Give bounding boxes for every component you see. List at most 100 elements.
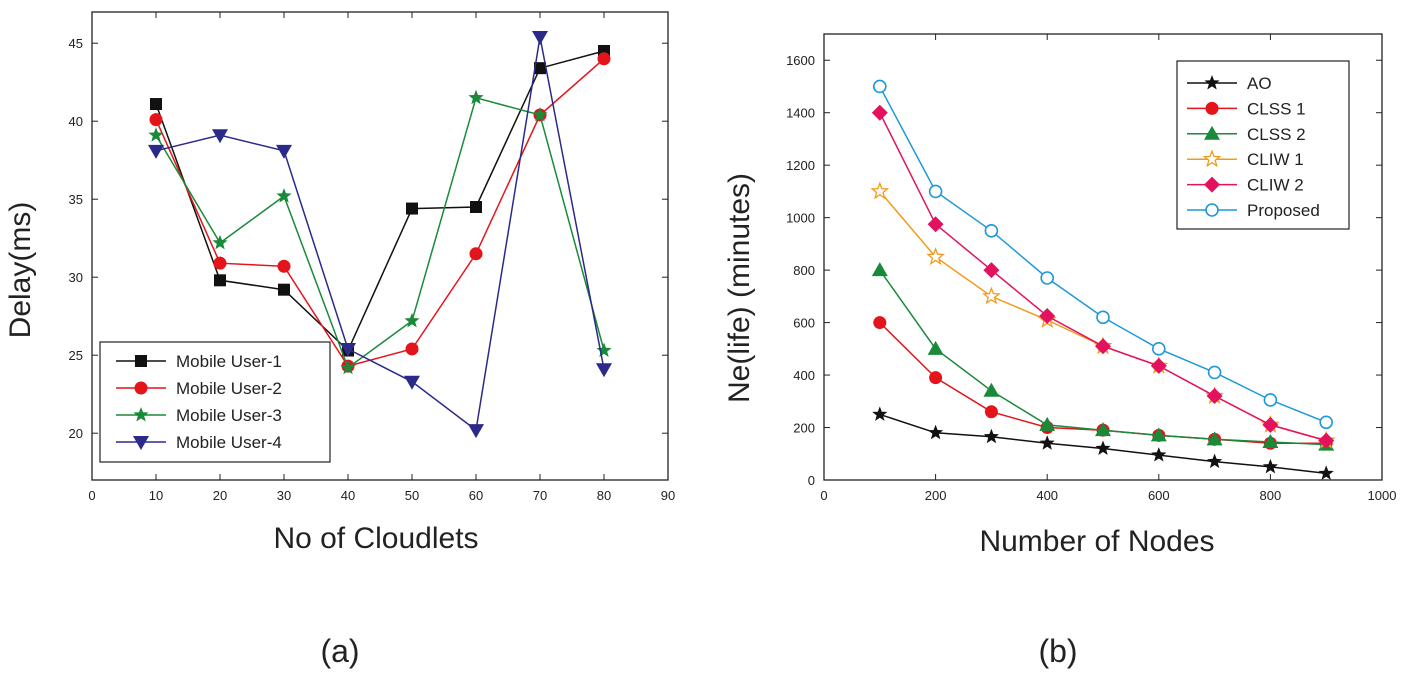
- legend-item: CLIW 1: [1187, 149, 1304, 169]
- chart-a-xlabel: No of Cloudlets: [273, 522, 478, 555]
- x-tick-label: 70: [533, 488, 547, 503]
- y-tick-label: 1000: [786, 211, 815, 226]
- data-point: [470, 201, 482, 213]
- series-mobile-user-3: [148, 89, 612, 375]
- data-point: [277, 259, 291, 273]
- x-tick-label: 90: [661, 488, 675, 503]
- data-point: [927, 340, 944, 355]
- legend-marker: [1202, 149, 1222, 168]
- x-tick-label: 400: [1036, 488, 1058, 503]
- legend-marker: [133, 436, 149, 450]
- y-tick-label: 1600: [786, 53, 815, 68]
- legend-label: AO: [1247, 74, 1272, 93]
- chart-b-ylabel: Ne(life) (minutes): [723, 173, 756, 403]
- data-point: [597, 52, 611, 66]
- data-point: [596, 342, 612, 357]
- y-tick-label: 20: [69, 426, 83, 441]
- data-point: [984, 405, 998, 419]
- chart-a-delay-vs-cloudlets: 0 10 20 30 40 50 60 70 80 90 20 25 30 35 40 45 No of Cl…: [4, 11, 675, 669]
- data-point: [1207, 453, 1223, 469]
- data-point: [928, 424, 944, 440]
- legend-marker: [1205, 203, 1219, 217]
- data-point: [148, 127, 164, 142]
- y-tick-label: 600: [793, 316, 815, 331]
- data-point: [928, 184, 943, 199]
- y-tick-label: 30: [69, 270, 83, 285]
- x-tick-label: 200: [925, 488, 947, 503]
- data-point: [872, 79, 887, 94]
- chart-b-legend-box: [1176, 60, 1350, 230]
- data-point: [469, 247, 483, 261]
- chart-b-legend: AO CLSS 1 CLSS 2 CLIW 1 CLIW 2 Proposed: [1176, 60, 1350, 230]
- legend-label: CLIW 1: [1247, 150, 1304, 169]
- legend-label: CLSS 2: [1247, 125, 1306, 144]
- chart-b-series: [870, 79, 1336, 480]
- chart-b-caption: (b): [1038, 633, 1077, 669]
- data-point: [214, 274, 226, 287]
- x-tick-label: 10: [149, 488, 163, 503]
- data-point: [1150, 427, 1167, 442]
- legend-label: Mobile User-4: [176, 433, 282, 452]
- data-point: [983, 428, 999, 444]
- data-point: [212, 129, 228, 144]
- x-tick-label: 40: [341, 488, 355, 503]
- data-point: [150, 98, 162, 111]
- legend-label: Proposed: [1247, 201, 1320, 220]
- data-point: [1095, 338, 1111, 355]
- data-point: [1206, 431, 1223, 446]
- data-point: [406, 202, 418, 215]
- x-tick-label: 0: [820, 488, 827, 503]
- chart-a-ticks: 0 10 20 30 40 50 60 70 80 90 20 25 30 35 40 45: [69, 12, 675, 503]
- chart-a-series: [148, 30, 612, 439]
- series-mobile-user-2: [149, 52, 611, 373]
- data-point: [148, 144, 164, 159]
- data-point: [926, 247, 945, 265]
- y-tick-label: 45: [69, 36, 83, 51]
- data-point: [213, 256, 227, 270]
- data-point: [982, 286, 1001, 305]
- x-tick-label: 600: [1148, 488, 1170, 503]
- data-point: [1207, 365, 1222, 380]
- chart-b-ticks: 0 200 400 600 800 1000 0 200 400 600 800 1000 1200 14…: [786, 34, 1396, 503]
- series-line: [155, 96, 605, 369]
- legend-marker: [1204, 176, 1220, 193]
- data-point: [1319, 415, 1333, 430]
- series-ao: [872, 406, 1334, 480]
- legend-marker: [1204, 125, 1220, 140]
- data-point: [983, 262, 1000, 279]
- legend-marker: [1205, 101, 1219, 115]
- series-proposed: [872, 79, 1333, 430]
- legend-item: Mobile User-3: [116, 406, 282, 425]
- data-point: [340, 359, 356, 375]
- chart-a-caption: (a): [320, 633, 359, 669]
- chart-a-legend: Mobile User-1 Mobile User-2 Mobile User-3 M…: [99, 341, 331, 463]
- legend-item: Mobile User-4: [116, 433, 282, 452]
- chart-b-plot-frame: [823, 33, 1383, 481]
- legend-marker: [135, 355, 147, 367]
- x-tick-label: 80: [597, 488, 611, 503]
- data-point: [532, 30, 548, 45]
- y-tick-label: 200: [793, 421, 815, 436]
- data-point: [212, 234, 228, 250]
- data-point: [1262, 433, 1279, 448]
- data-point: [871, 262, 888, 277]
- data-point: [278, 283, 290, 296]
- data-point: [1096, 310, 1110, 325]
- series-cliw-2: [871, 104, 1335, 449]
- data-point: [276, 188, 292, 203]
- legend-label: Mobile User-2: [176, 379, 282, 398]
- data-point: [1095, 422, 1111, 437]
- data-point: [404, 312, 420, 328]
- legend-item: CLSS 2: [1187, 125, 1306, 144]
- data-point: [1039, 435, 1055, 450]
- data-point: [276, 144, 292, 159]
- y-tick-label: 0: [808, 473, 815, 488]
- legend-label: CLIW 2: [1247, 176, 1304, 195]
- data-point: [534, 62, 546, 75]
- chart-b-lifetime-vs-nodes: 0 200 400 600 800 1000 0 200 400 600 800 1000 1200 14…: [723, 33, 1396, 669]
- data-point: [468, 424, 484, 439]
- x-tick-label: 30: [277, 488, 291, 503]
- legend-item: Mobile User-2: [116, 379, 282, 398]
- data-point: [1318, 465, 1334, 480]
